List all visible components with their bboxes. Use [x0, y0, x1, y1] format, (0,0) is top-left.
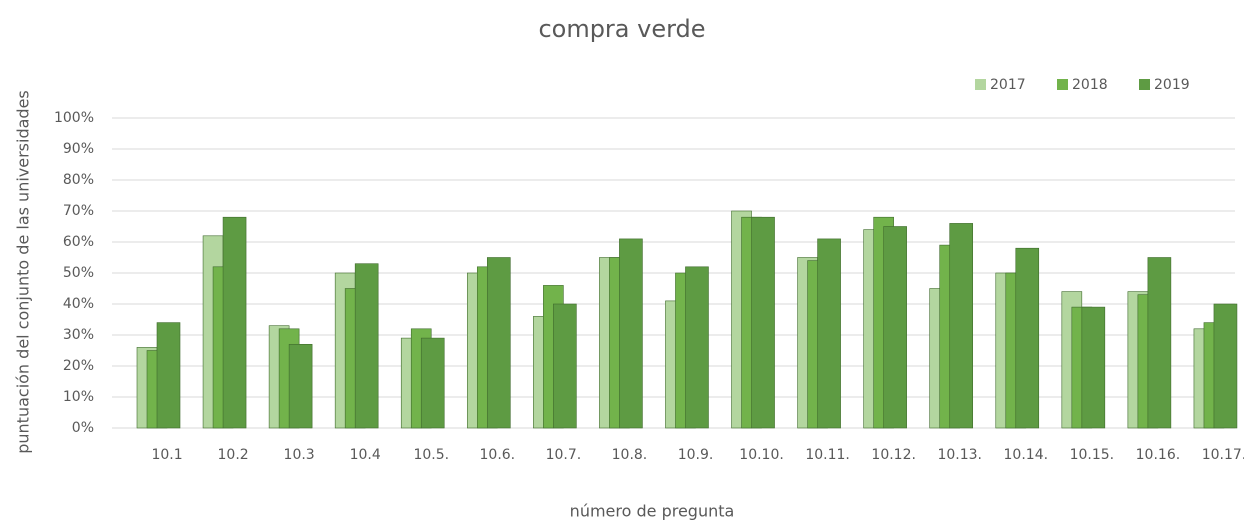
bar: [1015, 247, 1040, 429]
bar: [486, 257, 511, 429]
bar: [883, 226, 907, 429]
x-tick-label: 10.13.: [937, 447, 982, 463]
y-tick-label: 30%: [63, 327, 94, 343]
y-tick-label: 10%: [63, 389, 94, 405]
bar: [1147, 257, 1172, 429]
x-tick-label: 10.15.: [1070, 447, 1115, 463]
x-tick-label: 10.10.: [739, 447, 784, 463]
bar: [1213, 303, 1238, 429]
y-tick-label: 70%: [63, 203, 94, 219]
x-tick-label: 10.11.: [805, 447, 850, 463]
y-tick-label: 50%: [63, 265, 94, 281]
x-tick-label: 10.9.: [678, 447, 714, 463]
x-tick-label: 10.1: [151, 447, 182, 463]
bar: [619, 238, 643, 429]
x-tick-label: 10.3: [284, 447, 315, 463]
bar: [288, 343, 313, 429]
x-tick-label: 10.17.: [1202, 447, 1244, 463]
bar: [222, 216, 247, 429]
bar: [354, 263, 379, 429]
bar: [949, 223, 974, 429]
bar: [751, 216, 775, 429]
y-tick-label: 60%: [63, 234, 94, 250]
bar: [685, 266, 709, 429]
legend-swatch: [1139, 79, 1150, 90]
legend-label: 2017: [990, 77, 1026, 93]
x-tick-label: 10.14.: [1004, 447, 1049, 463]
y-tick-label: 90%: [63, 141, 94, 157]
bar: [1081, 306, 1106, 429]
legend-label: 2018: [1072, 77, 1108, 93]
x-axis-title: número de pregunta: [570, 502, 735, 521]
x-tick-label: 10.5.: [413, 447, 449, 463]
x-tick-label: 10.12.: [871, 447, 916, 463]
y-axis-title: puntuación del conjunto de las universid…: [14, 90, 33, 454]
x-tick-label: 10.16.: [1136, 447, 1181, 463]
bar: [156, 322, 181, 429]
bar: [553, 303, 577, 429]
bar: [420, 337, 445, 429]
y-tick-label: 40%: [63, 296, 94, 312]
legend-label: 2019: [1154, 77, 1190, 93]
y-tick-label: 20%: [63, 358, 94, 374]
x-tick-label: 10.8.: [612, 447, 648, 463]
x-tick-label: 10.2: [218, 447, 249, 463]
bar: [817, 238, 841, 429]
y-tick-label: 80%: [63, 172, 94, 188]
chart-title: compra verde: [538, 15, 705, 43]
legend-swatch: [975, 79, 986, 90]
x-tick-label: 10.4: [350, 447, 381, 463]
y-tick-label: 0%: [72, 420, 94, 436]
legend-swatch: [1057, 79, 1068, 90]
x-tick-label: 10.6.: [480, 447, 516, 463]
y-tick-label: 100%: [54, 110, 94, 126]
x-tick-label: 10.7.: [546, 447, 582, 463]
